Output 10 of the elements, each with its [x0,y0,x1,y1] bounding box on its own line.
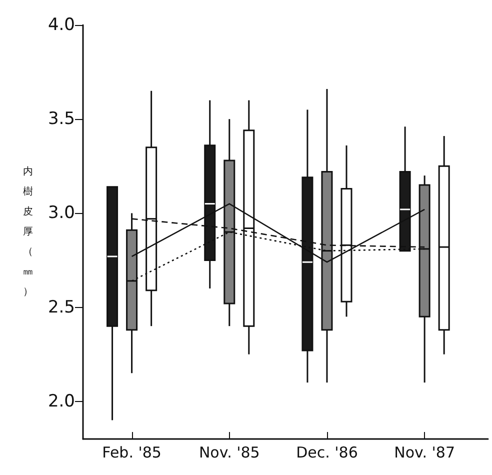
y-tick-label: 3.0 [48,203,75,224]
y-tick-label: 2.0 [48,391,75,412]
x-tick-label: Nov. '85 [198,444,260,462]
y-axis-title: 内樹皮厚（㎜） [23,166,33,298]
y-tick-label: 3.5 [48,109,75,130]
x-tick-label: Feb. '85 [102,444,162,462]
x-tick-label: Nov. '87 [394,444,455,462]
y-tick-label: 4.0 [48,15,75,35]
y-tick-label: 2.5 [48,297,75,318]
x-tick-label: Dec. '86 [296,444,358,462]
